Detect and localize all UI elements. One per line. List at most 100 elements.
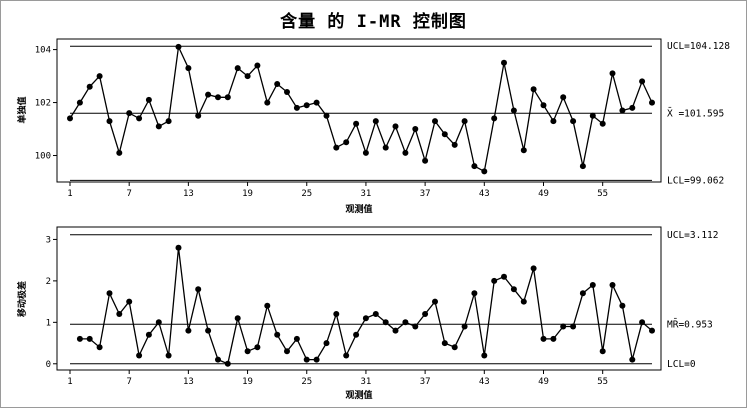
individuals-data-point [274,81,281,87]
moving-range-data-point [540,335,547,342]
individuals-data-point [550,118,557,125]
moving-range-xtick-label: 25 [301,377,312,387]
individuals-data-point [362,149,369,156]
moving-range-data-point [362,315,369,322]
moving-range-data-point [116,311,123,317]
individuals-xtick-label: 25 [301,189,312,199]
individuals-ytick-label: 100 [35,152,51,162]
individuals-data-point [451,141,458,148]
moving-range-data-point [254,344,261,351]
moving-range-data-point [570,323,577,330]
individuals-lcl-label: LCL=99.062 [667,175,724,186]
moving-range-data-point [155,319,162,326]
individuals-data-point [432,118,438,125]
individuals-data-point [76,99,83,106]
individuals-data-point [501,59,507,66]
moving-range-data-point [432,298,438,305]
moving-range-data-point [629,356,636,363]
individuals-data-point [540,102,547,109]
individuals-ucl-label: UCL=104.128 [667,41,730,52]
individuals-xtick-label: 37 [420,189,431,199]
individuals-data-point [254,62,261,69]
moving-range-data-point [96,344,103,351]
individuals-xlabel: 观测值 [345,203,372,215]
individuals-data-point [145,96,152,103]
moving-range-data-point [244,348,251,355]
individuals-data-point [106,118,113,125]
individuals-data-point [353,120,360,127]
moving-range-ytick-label: 3 [46,235,51,245]
moving-range-xtick-label: 7 [126,377,131,387]
moving-range-ytick-label: 0 [46,360,51,370]
individuals-data-point [461,118,468,125]
moving-range-center-label: MR̄=0.953 [667,319,713,331]
individuals-data-point [520,147,527,154]
individuals-data-point [402,149,409,156]
individuals-data-point [471,163,478,170]
moving-range-xtick-label: 55 [597,377,608,387]
moving-range-xtick-label: 13 [183,377,194,387]
moving-range-data-point [599,348,606,355]
moving-range-data-point [145,331,152,338]
moving-range-data-point [491,277,498,284]
moving-range-ytick-label: 1 [46,318,51,328]
individuals-data-point [372,118,379,125]
moving-range-data-point [136,352,143,359]
individuals-series-line [69,44,653,173]
moving-range-data-point [185,327,192,334]
moving-range-data-point [205,327,212,334]
individuals-xtick-label: 55 [597,189,608,199]
individuals-ytick-label: 104 [35,46,51,56]
individuals-data-point [195,112,202,119]
individuals-xtick-label: 43 [479,189,490,199]
moving-range-ylabel: 移动极差 [16,281,28,317]
individuals-data-point [86,83,93,90]
individuals-data-point [323,112,330,119]
moving-range-data-point [579,290,586,297]
moving-range-data-point [106,290,113,297]
individuals-data-point [303,102,310,109]
moving-range-data-point [589,282,596,288]
moving-range-data-point [422,311,429,317]
moving-range-data-point [195,286,202,293]
moving-range-data-point [372,311,379,317]
individuals-data-point [126,110,133,117]
moving-range-data-point [215,356,221,363]
individuals-data-point [343,139,350,146]
moving-range-data-point [382,319,389,326]
individuals-xtick-label: 7 [126,189,131,199]
individuals-data-point [629,104,636,111]
moving-range-plot-frame [56,226,662,371]
moving-range-data-point [550,335,557,342]
individuals-data-point [609,70,616,77]
individuals-data-point [589,112,596,119]
individuals-data-point [244,73,251,80]
moving-range-data-point [284,348,290,355]
individuals-data-point [165,118,172,125]
moving-range-data-point [530,265,537,272]
individuals-ylabel: 单独值 [16,96,28,123]
moving-range-xtick-label: 43 [479,377,490,387]
individuals-data-point [599,120,606,127]
individuals-xtick-label: 49 [538,189,549,199]
individuals-data-point [185,65,192,72]
individuals-data-point [570,118,577,125]
moving-range-data-point [175,244,182,251]
moving-range-data-point [353,331,360,338]
individuals-data-point [619,107,626,114]
individuals-data-point [175,43,182,50]
moving-range-data-point [343,352,350,359]
individuals-data-point [510,107,517,114]
individuals-data-point [530,86,537,93]
individuals-ytick-label: 102 [35,99,51,109]
moving-range-data-point [619,302,626,309]
individuals-data-point [234,65,241,72]
individuals-center-label: X̄ =101.595 [667,108,724,120]
individuals-xtick-label: 1 [67,189,72,199]
individuals-data-point [116,149,123,156]
moving-range-data-point [560,323,567,330]
moving-range-data-point [224,360,231,367]
individuals-data-point [96,73,103,80]
individuals-data-point [382,144,389,151]
moving-range-data-point [323,340,330,347]
